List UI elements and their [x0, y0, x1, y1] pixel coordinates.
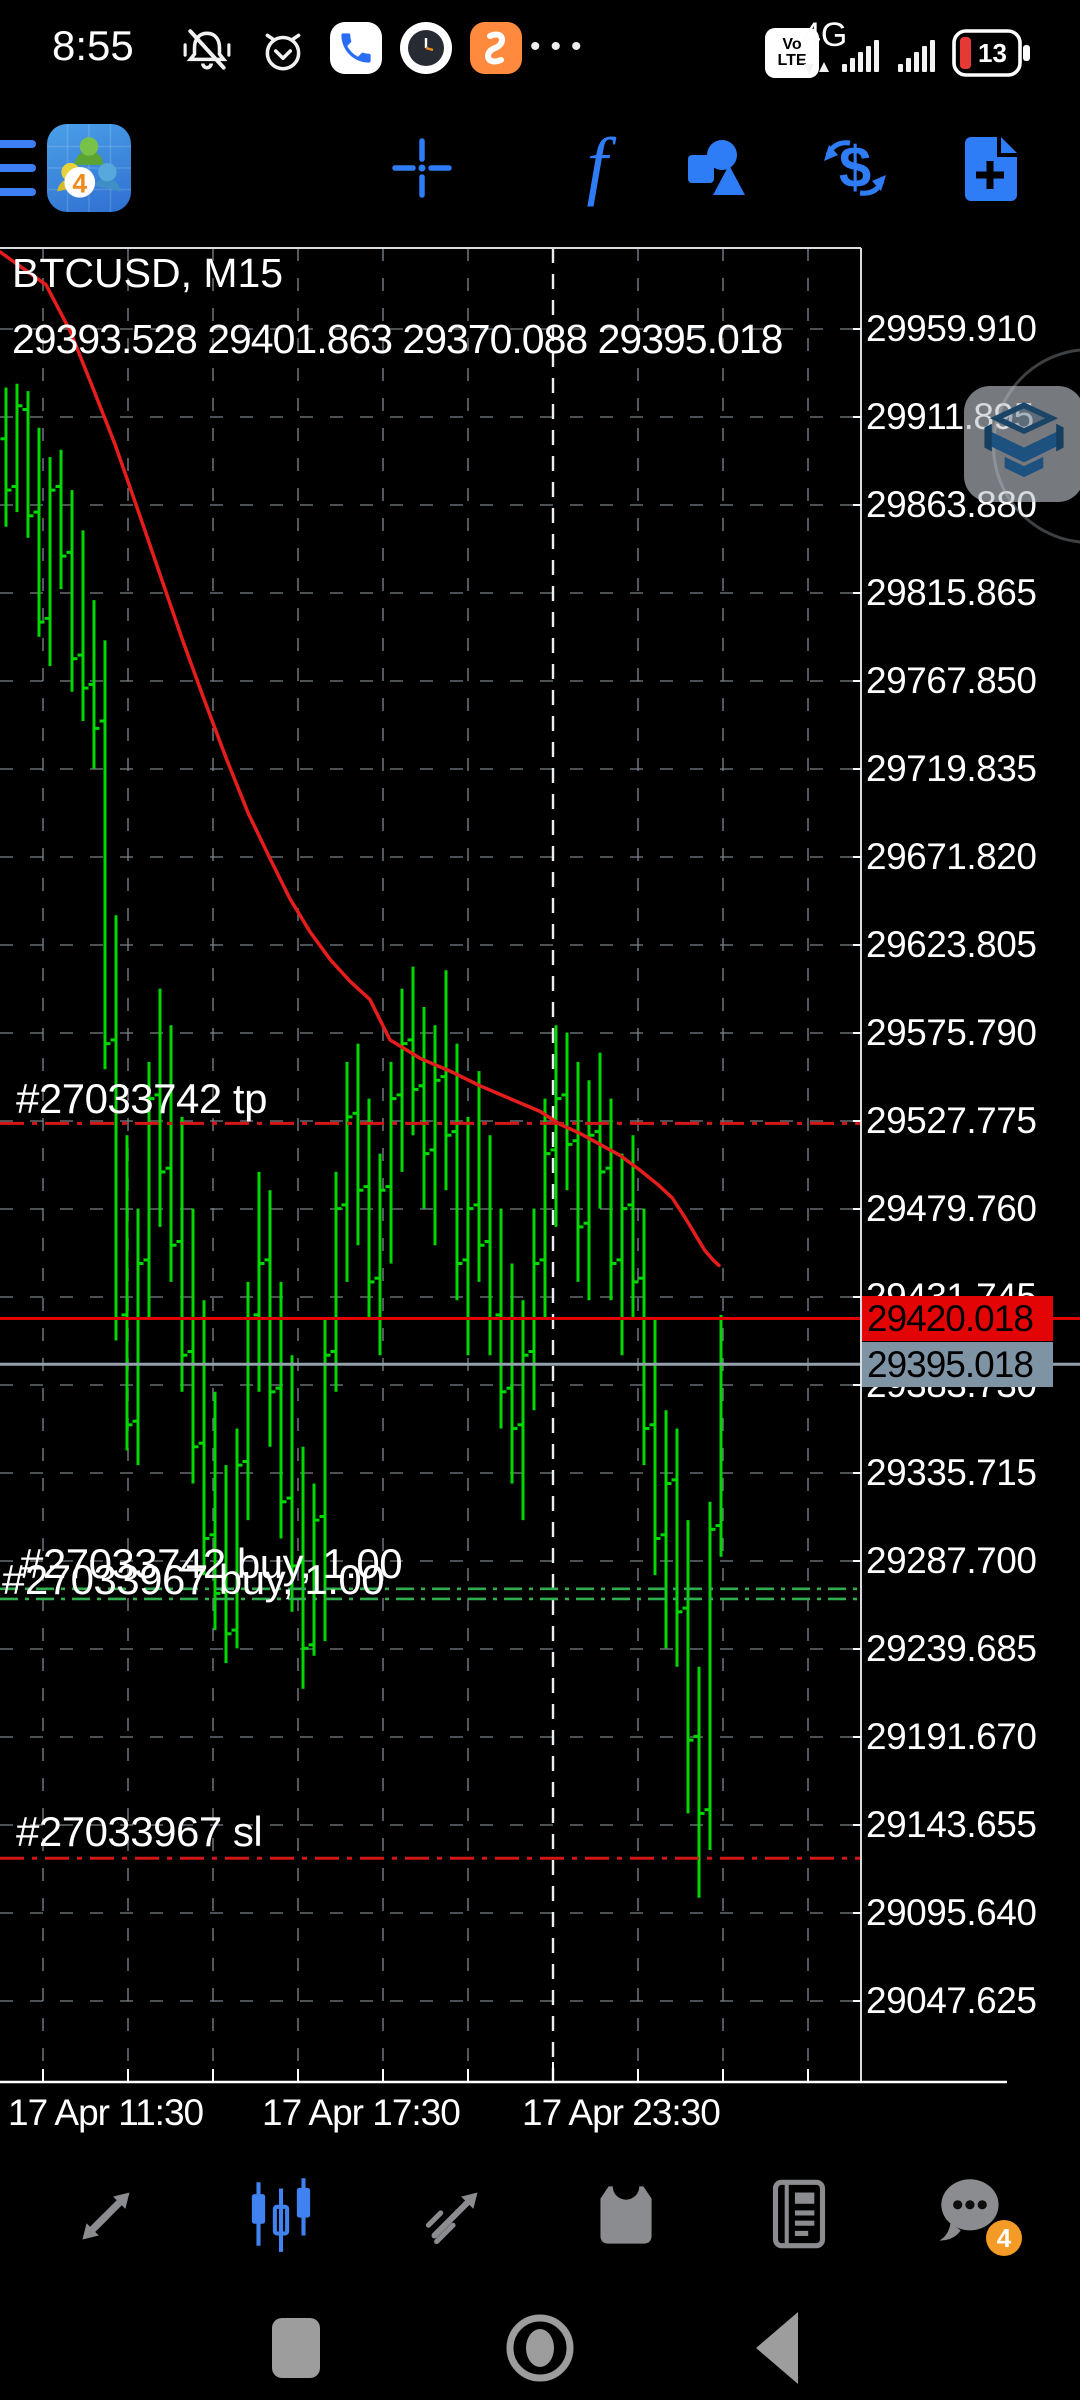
- volte-line2: LTE: [777, 52, 807, 69]
- back-button[interactable]: [756, 2312, 798, 2384]
- new-order-button[interactable]: [957, 133, 1027, 203]
- battery-percent: 13: [978, 38, 1007, 68]
- crosshair-button[interactable]: [387, 133, 457, 203]
- menu-button[interactable]: [0, 138, 40, 202]
- order-sl-label: #27033967 sl: [16, 1808, 263, 1855]
- last-price-tag: 29395.018: [862, 1342, 1053, 1387]
- nav-history-button[interactable]: [590, 2168, 662, 2260]
- network-type-label: 4G: [802, 16, 848, 54]
- home-button[interactable]: [506, 2314, 574, 2382]
- nav-trade-button[interactable]: [418, 2168, 490, 2260]
- clock-app-icon: [400, 22, 452, 74]
- time-axis-label-2: 17 Apr 17:30: [262, 2092, 461, 2133]
- order-tp-label: #27033742 tp: [16, 1075, 267, 1122]
- battery-icon: 13: [952, 28, 1032, 78]
- svg-text:$: $: [839, 135, 871, 200]
- time-axis-label-3: 17 Apr 23:30: [522, 2092, 721, 2133]
- messages-badge: 4: [985, 2220, 1022, 2256]
- nav-charts-button-active[interactable]: [245, 2168, 317, 2260]
- chart-canvas[interactable]: [0, 240, 1080, 2090]
- shield-icon: [984, 402, 1064, 478]
- recents-button[interactable]: [272, 2318, 320, 2378]
- notification-overflow-dots: •••: [530, 30, 592, 63]
- status-time: 8:55: [52, 22, 134, 69]
- signal-bars-sim1-icon: [842, 40, 879, 72]
- bottom-navigation: 4: [0, 2168, 1080, 2278]
- android-navigation-bar: [272, 2312, 798, 2384]
- chart-symbol-title: BTCUSD, M15: [12, 250, 284, 296]
- data-arrows-icon: [804, 62, 829, 74]
- orange-app-icon: [470, 22, 522, 74]
- svg-text:4: 4: [72, 169, 87, 199]
- mute-icon: [183, 29, 231, 70]
- nav-quotes-button[interactable]: [72, 2168, 144, 2260]
- metatrader-logo-button[interactable]: 4: [47, 124, 131, 212]
- order-buy2-label: #27033967 buy, 1.00: [2, 1556, 385, 1603]
- time-axis-label-1: 17 Apr 11:30: [8, 2092, 204, 2133]
- chart-ohlc-values: 29393.528 29401.863 29370.088 29395.018: [12, 316, 783, 362]
- nav-messages-button[interactable]: 4: [936, 2168, 1022, 2260]
- ask-price-tag: 29420.018: [862, 1296, 1053, 1341]
- alarm-icon: [265, 33, 301, 71]
- order-buy1-label: #27033742 buy, 1.00: [20, 1540, 403, 1587]
- signal-bars-sim2-icon: [898, 40, 935, 72]
- trade-button[interactable]: $: [820, 133, 890, 203]
- phone-app-icon: [330, 22, 382, 74]
- objects-button[interactable]: [680, 133, 750, 203]
- indicators-button[interactable]: f: [586, 123, 608, 207]
- floating-widget-button[interactable]: [964, 386, 1080, 502]
- volte-line1: Vo: [782, 36, 802, 53]
- nav-news-button[interactable]: [763, 2168, 835, 2260]
